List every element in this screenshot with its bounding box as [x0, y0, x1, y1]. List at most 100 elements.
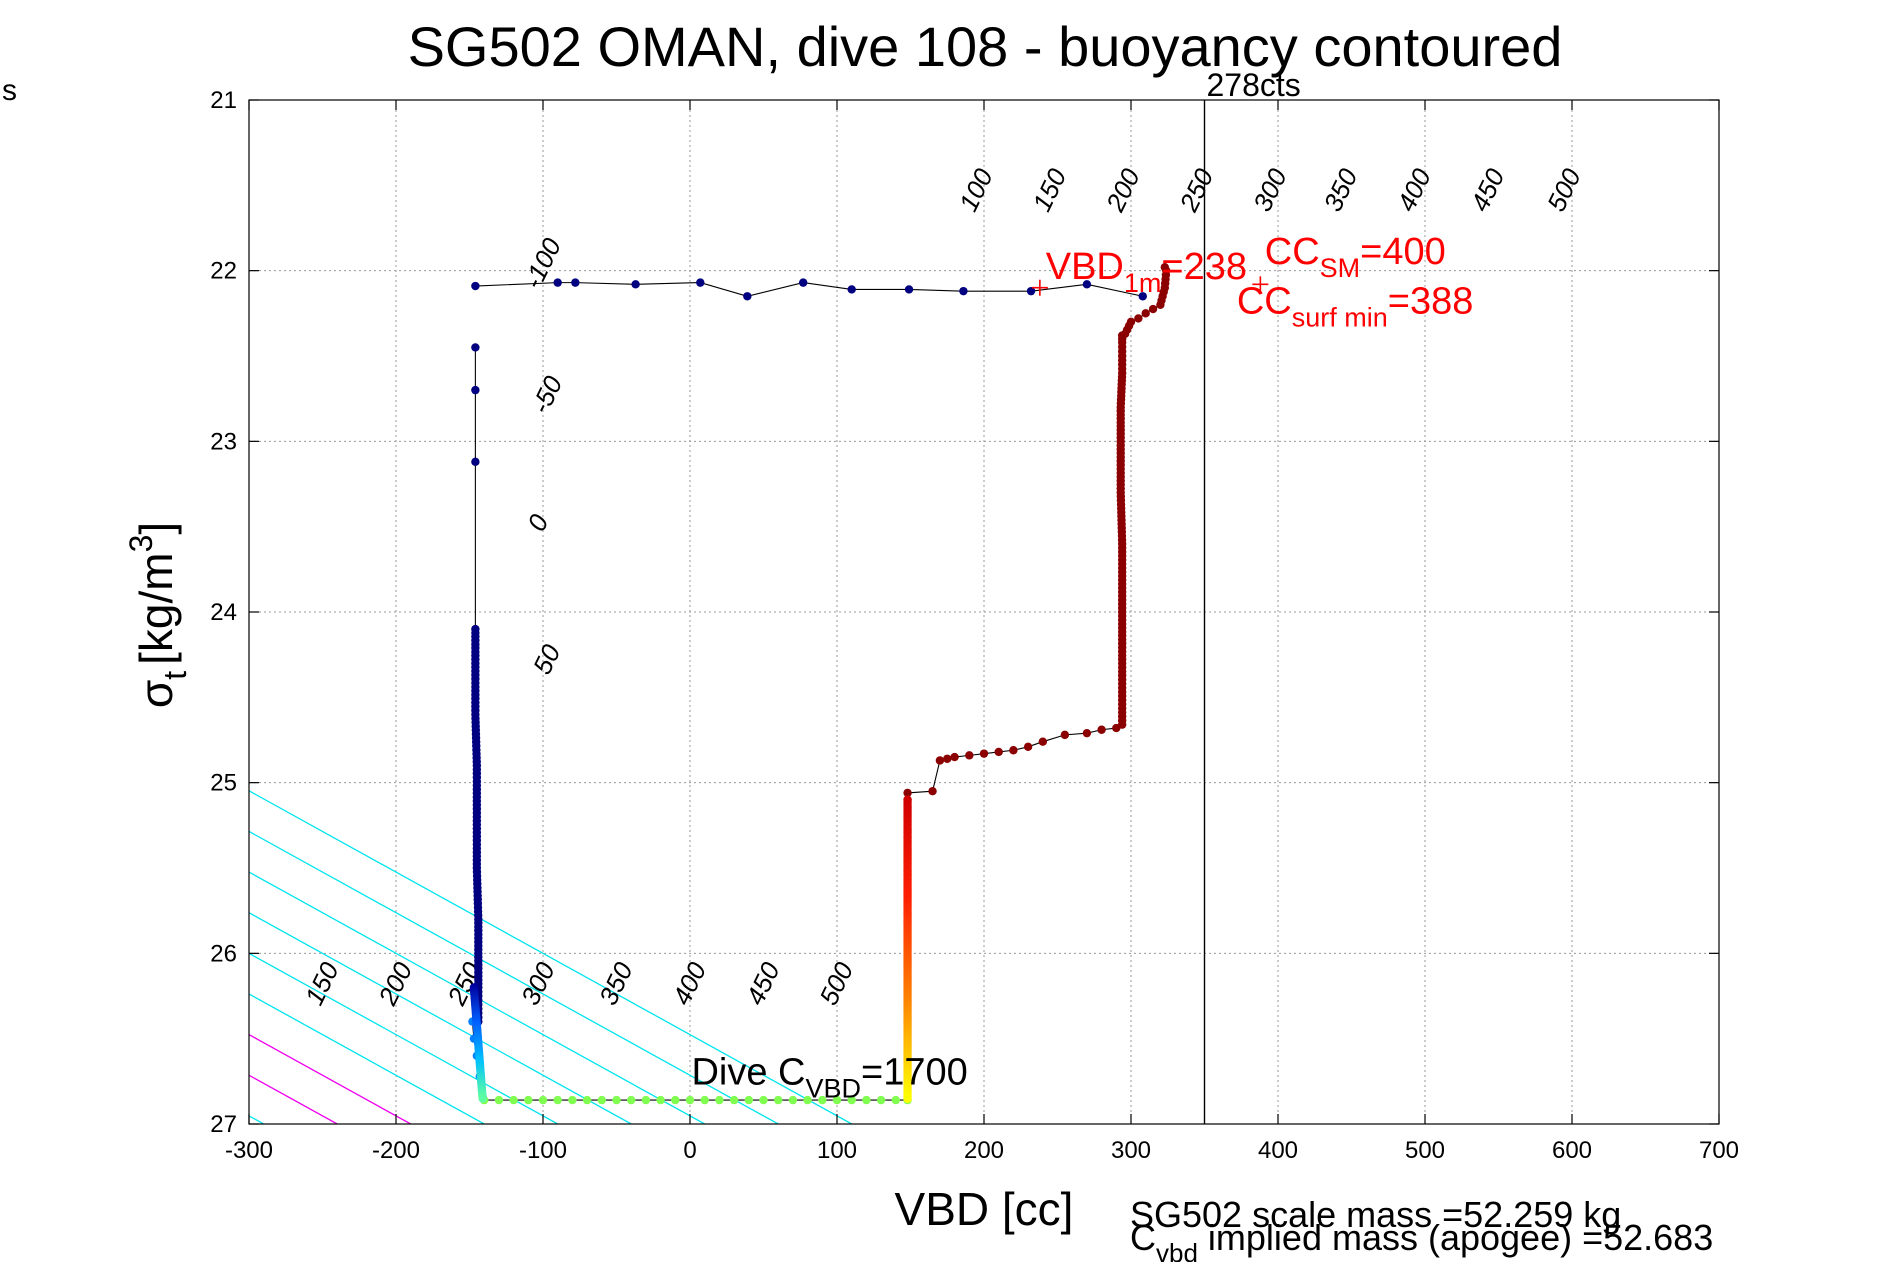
series-point-surface [571, 278, 580, 287]
series-point-surface [904, 285, 914, 294]
series-point-apogee [612, 1095, 621, 1105]
series-point-surface [1138, 292, 1147, 301]
series-point-apogee [729, 1095, 739, 1105]
series-point-climb [1097, 725, 1106, 734]
contour-label-top: 50 [527, 639, 567, 679]
series-point-apogee [803, 1095, 812, 1105]
annotation-vbd-1m: VBD1m=238 [1046, 246, 1247, 298]
series-point-surface [1026, 286, 1036, 296]
series-point-apogee [568, 1095, 577, 1105]
contour-line [249, 911, 632, 1124]
series-point-climb [1009, 746, 1018, 755]
series-point-climb [1148, 304, 1158, 314]
contour-label-top: 300 [1247, 163, 1293, 216]
vline-label: 278cts [1207, 67, 1301, 103]
series-point-apogee [759, 1095, 768, 1105]
series-point-apogee [538, 1095, 548, 1105]
x-tick-label: -100 [519, 1137, 567, 1164]
y-tick-labels: 21 22 23 24 25 26 27 [210, 87, 237, 1138]
axes [248, 99, 1720, 1125]
footer-scale-mass: SG502 scale mass =52.259 kg [1130, 1194, 1621, 1235]
series-point-climb [1126, 317, 1136, 327]
vertical-line-278cts: 278cts [1203, 67, 1301, 1124]
y-label-close: ] [130, 522, 182, 535]
y-tick-label: 26 [210, 940, 237, 967]
annotation-vbd-1m-sub: 1m [1124, 268, 1162, 298]
annotation-cc-surf-min-sub: surf min [1292, 302, 1388, 332]
annotation-dive-cvbd-value: =1700 [861, 1052, 968, 1094]
series-point-apogee [788, 1095, 798, 1105]
series-point-apogee [774, 1095, 783, 1105]
series-point-apogee [818, 1095, 827, 1105]
x-tick-label: -300 [225, 1137, 273, 1164]
series-point-climb [1082, 728, 1092, 738]
y-axis-label: σt [kg/m3] [123, 522, 193, 708]
contour-label-top: 500 [1541, 163, 1587, 216]
series-point-surface [631, 280, 640, 289]
series-point-dive [471, 385, 480, 395]
x-tick-label: 500 [1405, 1137, 1445, 1164]
series-point-apogee [641, 1095, 651, 1105]
series-point-surface [471, 281, 480, 291]
y-label-sigma: σ [130, 680, 182, 708]
y-tick-label: 22 [210, 258, 237, 285]
x-tick-labels: -300 -200 -100 0 100 200 300 400 500 600 700 [225, 1137, 1739, 1164]
contour-label-bottom: 300 [515, 957, 561, 1010]
contour-label-top: 150 [1026, 163, 1072, 216]
annotation-dive-cvbd: Dive CVBD=1700 [691, 1052, 967, 1104]
contour-label-top: 200 [1099, 163, 1146, 217]
y-label-unit: [kg/m [130, 552, 182, 664]
annotation-cc-sm-sub: SM [1320, 253, 1361, 283]
contour-line [249, 871, 706, 1124]
contour-line [0, 100, 43, 1124]
contour-line [249, 830, 779, 1124]
series-point-apogee [494, 1095, 504, 1105]
series-point-apogee [656, 1095, 665, 1105]
contour-label-top: 450 [1464, 163, 1510, 216]
series-point-surface [743, 292, 752, 301]
annotation-cc-sm-main: CC [1265, 231, 1320, 273]
contour-label-top: 400 [1391, 163, 1437, 216]
footer-vbd-sub: vbd [1156, 1238, 1198, 1262]
y-tick-label: 21 [210, 87, 237, 114]
series-point-apogee [832, 1095, 842, 1105]
annotation-cc-sm-value: =400 [1360, 231, 1446, 273]
contour-label-bottom: 150 [299, 957, 345, 1010]
y-tick-label: 25 [210, 770, 237, 797]
annotation-vbd-1m-value: =238 [1161, 246, 1247, 288]
series-point-climb [1134, 314, 1143, 323]
x-tick-label: -200 [372, 1137, 420, 1164]
annotation-dive-cvbd-sub: VBD [806, 1074, 862, 1104]
series-point-climb [965, 751, 974, 760]
x-tick-label: 200 [964, 1137, 1004, 1164]
series-point-climb [935, 756, 945, 765]
chart-title: SG502 OMAN, dive 108 - buoyancy contoure… [408, 15, 1563, 78]
annotation-cc-surf-min-main: CC [1237, 280, 1292, 322]
series-line-climb [907, 267, 1167, 800]
contour-label-bottom: 450 [740, 957, 786, 1010]
series-point-surface [798, 278, 808, 287]
series-point-surface [696, 278, 705, 287]
contour-label-top: 0 [521, 509, 555, 536]
annotation-cc-sm: CCSM=400 [1265, 231, 1446, 283]
series-point-climb-gradient [903, 1094, 912, 1103]
contour-label-bottom: 500 [813, 957, 859, 1010]
series-point-apogee [627, 1095, 636, 1105]
contour-label-top: 350 [1317, 163, 1363, 216]
corner-label: s [2, 74, 17, 107]
series-point-climb [903, 788, 912, 798]
contour-line [249, 790, 853, 1124]
contour-label-top: 100 [953, 163, 999, 216]
series-point-descent-gradient [478, 1094, 487, 1103]
contour-label-bottom: 350 [593, 957, 639, 1010]
series-point-climb [950, 752, 959, 762]
series-point-apogee [715, 1095, 724, 1105]
series-point-climb [1038, 737, 1048, 746]
series-point-climb [1060, 730, 1070, 740]
x-tick-label: 700 [1699, 1137, 1739, 1164]
y-label-sup: 3 [123, 535, 159, 553]
contour-label-top: -50 [525, 371, 569, 418]
series-point-apogee [509, 1095, 518, 1105]
